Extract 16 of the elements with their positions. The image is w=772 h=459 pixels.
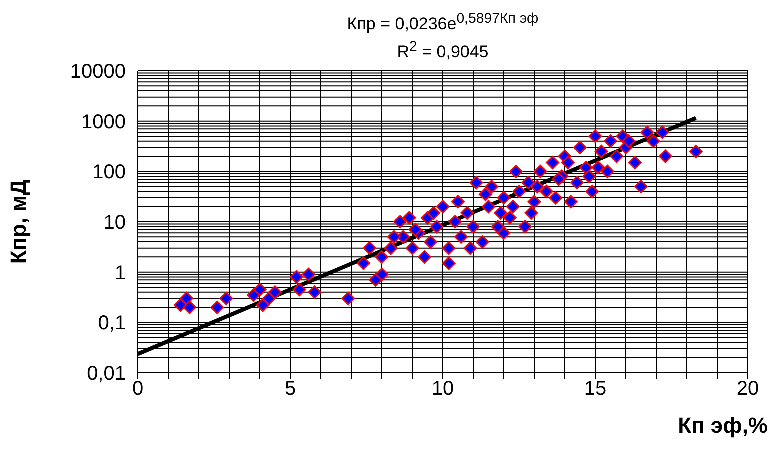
- x-tick-label: 20: [736, 378, 760, 401]
- y-tick-label: 1000: [82, 112, 126, 134]
- chart-title: Кпр = 0,0236e$^{0,5897Кп эф}$: [346, 10, 540, 36]
- x-tick-label: 10: [432, 378, 454, 401]
- x-axis-title: Кп эф,%: [678, 413, 768, 439]
- y-tick-label: 10: [104, 212, 126, 234]
- x-tick-label: 5: [284, 378, 296, 401]
- x-tick-label: 0: [132, 378, 144, 401]
- y-tick-label: 100: [92, 162, 126, 184]
- y-tick-label: 0,1: [98, 312, 126, 335]
- y-tick-label: 1: [114, 262, 126, 285]
- y-tick-label: 0,01: [87, 363, 126, 386]
- chart-subtitle: R$^{2}$ = 0,9045: [397, 38, 489, 62]
- x-tick-label: 15: [584, 378, 607, 401]
- y-axis-title: Кпр, мД: [6, 180, 31, 264]
- y-tick-label: 10000: [70, 61, 126, 84]
